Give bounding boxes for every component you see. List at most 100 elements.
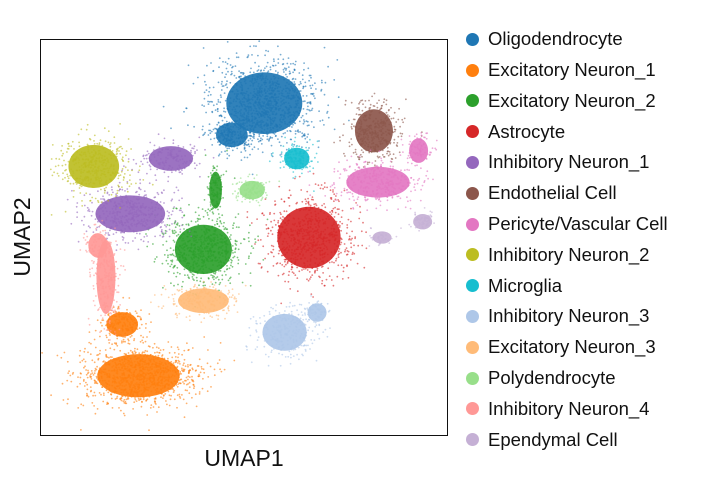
data-point: [266, 113, 268, 116]
data-point: [121, 341, 123, 344]
data-point: [129, 313, 132, 315]
data-point: [298, 230, 301, 233]
data-point: [179, 231, 182, 233]
data-point: [290, 138, 293, 141]
data-point: [243, 112, 246, 114]
data-point: [196, 220, 199, 222]
data-point: [251, 148, 254, 151]
data-point: [133, 375, 135, 378]
data-point: [184, 274, 186, 276]
data-point: [136, 391, 139, 394]
data-point: [249, 137, 252, 140]
data-point: [234, 133, 237, 136]
data-point: [166, 224, 169, 226]
data-point: [94, 370, 96, 372]
data-point: [183, 362, 185, 365]
data-point: [96, 319, 99, 322]
data-point: [216, 223, 219, 225]
data-point: [278, 126, 281, 129]
data-point: [339, 220, 341, 223]
data-point: [381, 142, 384, 145]
data-point: [388, 129, 390, 132]
data-point: [167, 362, 170, 365]
data-point: [99, 321, 102, 324]
data-point: [101, 319, 104, 321]
data-point: [259, 120, 262, 122]
data-point: [281, 114, 284, 116]
data-point: [301, 78, 304, 81]
data-point: [243, 124, 245, 127]
data-point: [348, 119, 350, 122]
data-point: [185, 376, 188, 379]
data-point: [346, 250, 349, 252]
data-point: [156, 383, 159, 385]
data-point: [155, 159, 158, 162]
data-point: [177, 189, 180, 192]
data-point: [223, 110, 225, 113]
data-point: [219, 143, 222, 146]
data-point: [218, 216, 221, 219]
data-point: [337, 199, 339, 201]
data-point: [287, 57, 290, 59]
data-point: [185, 265, 188, 267]
data-point: [176, 385, 179, 388]
data-point: [270, 251, 272, 253]
data-point: [254, 243, 256, 245]
data-point: [128, 370, 131, 372]
data-point: [208, 100, 211, 103]
data-point: [198, 393, 201, 395]
data-point: [277, 221, 279, 224]
data-point: [269, 118, 272, 121]
data-point: [327, 215, 329, 218]
data-point: [233, 93, 236, 95]
data-point: [289, 89, 292, 91]
data-point: [150, 353, 152, 356]
data-point: [241, 88, 244, 91]
data-point: [258, 135, 261, 138]
data-point: [126, 198, 129, 201]
data-point: [149, 168, 152, 171]
data-point: [314, 82, 316, 85]
data-point: [192, 383, 195, 386]
data-point: [233, 140, 236, 143]
data-point: [143, 384, 146, 387]
data-point: [127, 221, 130, 224]
data-point: [255, 45, 257, 48]
data-point: [203, 238, 206, 240]
data-point: [277, 231, 280, 234]
data-point: [211, 242, 214, 245]
data-point: [201, 387, 204, 390]
data-point: [292, 96, 294, 98]
data-point: [234, 216, 237, 219]
data-point: [310, 87, 312, 90]
data-point: [136, 205, 139, 208]
data-point: [323, 252, 326, 255]
data-point: [254, 95, 256, 98]
data-point: [274, 98, 277, 101]
data-point: [100, 375, 103, 378]
data-point: [343, 189, 346, 192]
data-point: [285, 69, 287, 71]
data-point: [153, 342, 156, 345]
data-point: [342, 123, 345, 125]
data-point: [126, 393, 129, 396]
data-point: [179, 272, 181, 275]
data-point: [285, 67, 288, 70]
data-point: [129, 349, 132, 352]
data-point: [94, 218, 97, 221]
data-point: [310, 212, 312, 214]
data-point: [171, 356, 174, 359]
data-point: [307, 67, 310, 70]
data-point: [140, 238, 143, 241]
data-point: [86, 376, 89, 379]
data-point: [301, 232, 304, 235]
data-point: [121, 196, 124, 198]
data-point: [255, 117, 257, 120]
data-point: [260, 90, 262, 93]
data-point: [80, 403, 83, 406]
data-point: [198, 284, 200, 287]
data-point: [131, 330, 134, 333]
data-point: [294, 78, 297, 80]
data-point: [230, 133, 233, 136]
data-point: [145, 386, 148, 389]
